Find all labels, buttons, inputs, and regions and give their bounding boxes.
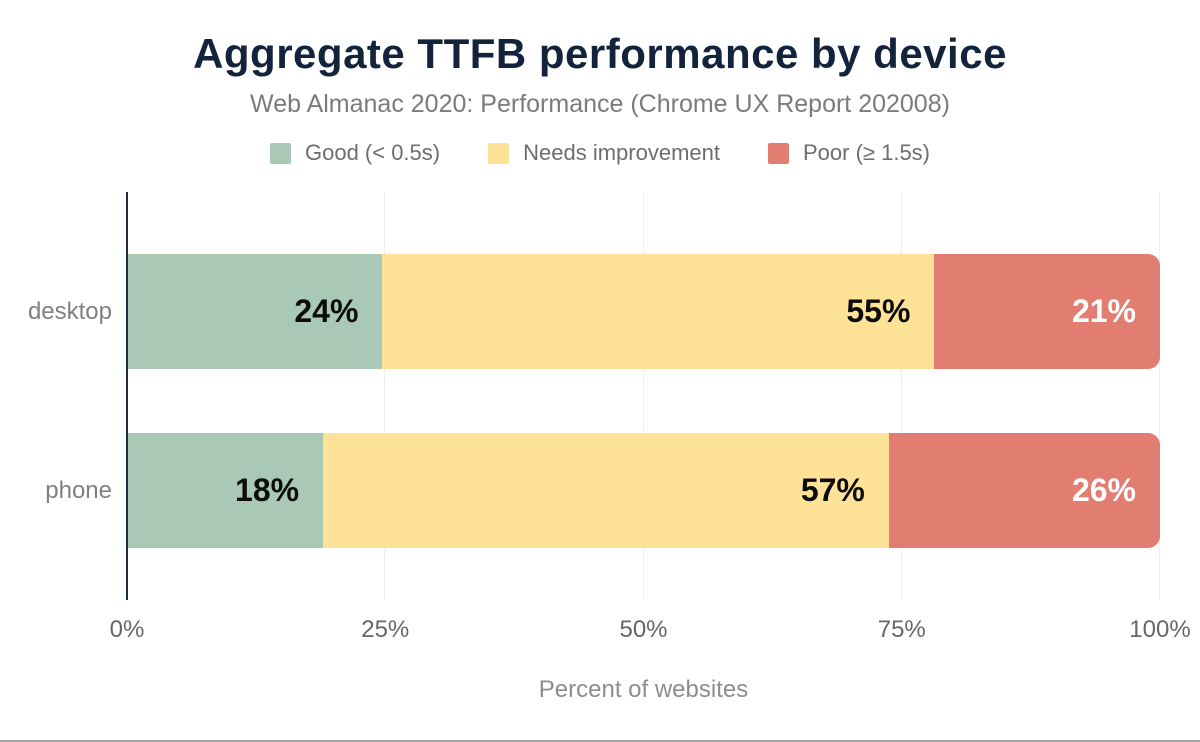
gridline-50 <box>642 192 644 600</box>
bottom-divider <box>0 740 1200 742</box>
plot-area: 24% 55% 21% 18% 57% 26% <box>126 192 1160 600</box>
gridline-75 <box>900 192 902 600</box>
category-label-desktop: desktop <box>27 297 112 325</box>
bar-value-label: 18% <box>235 472 300 508</box>
x-axis-ticks: 0% 25% 50% 75% 100% <box>110 616 1191 646</box>
legend-swatch-icon <box>269 142 291 164</box>
legend-label: Good (< 0.5s) <box>304 140 441 165</box>
gridline-25 <box>384 192 386 600</box>
tick-label-100: 100% <box>1129 616 1191 643</box>
bar-segment-desktop-1: 24% <box>128 254 383 369</box>
bar-row-phone: 18% 57% 26% <box>128 433 1160 548</box>
y-axis-line <box>126 192 128 600</box>
legend-item-1: Good (< 0.5s) <box>269 140 441 166</box>
legend-swatch-icon <box>768 142 789 164</box>
bar-segment-desktop-2: 55% <box>382 254 935 369</box>
bar-segment-phone-2: 57% <box>323 433 889 548</box>
x-axis-title: Percent of websites <box>538 676 749 703</box>
bar-value-label: 24% <box>294 293 359 329</box>
tick-label-75: 75% <box>877 616 926 643</box>
bar-value-label: 55% <box>846 293 911 329</box>
legend-label: Needs improvement <box>523 140 720 165</box>
bar-segment-phone-3: 26% <box>888 433 1160 548</box>
legend-swatch-icon <box>488 142 510 164</box>
legend-label: Poor (≥ 1.5s) <box>803 140 931 165</box>
tick-label-0: 0% <box>109 616 145 643</box>
tick-label-50: 50% <box>619 616 668 643</box>
gridline-100 <box>1159 192 1160 600</box>
bar-row-desktop: 24% 55% 21% <box>128 254 1160 369</box>
legend: Good (< 0.5s) Needs improvement Poor (≥ 1.… <box>0 140 1200 166</box>
legend-item-3: Poor (≥ 1.5s) <box>768 140 930 166</box>
bar-value-label: 26% <box>1071 472 1136 508</box>
bar-value-label: 21% <box>1071 293 1136 329</box>
tick-label-25: 25% <box>361 616 410 643</box>
chart-title: Aggregate TTFB performance by device <box>193 30 1007 77</box>
bar-segment-phone-1: 18% <box>128 433 324 548</box>
bar-value-label: 57% <box>800 472 865 508</box>
legend-item-2: Needs improvement <box>488 140 720 166</box>
chart-subtitle: Web Almanac 2020: Performance (Chrome UX… <box>250 90 950 118</box>
category-label-phone: phone <box>45 476 112 504</box>
bar-segment-desktop-3: 21% <box>934 254 1160 369</box>
